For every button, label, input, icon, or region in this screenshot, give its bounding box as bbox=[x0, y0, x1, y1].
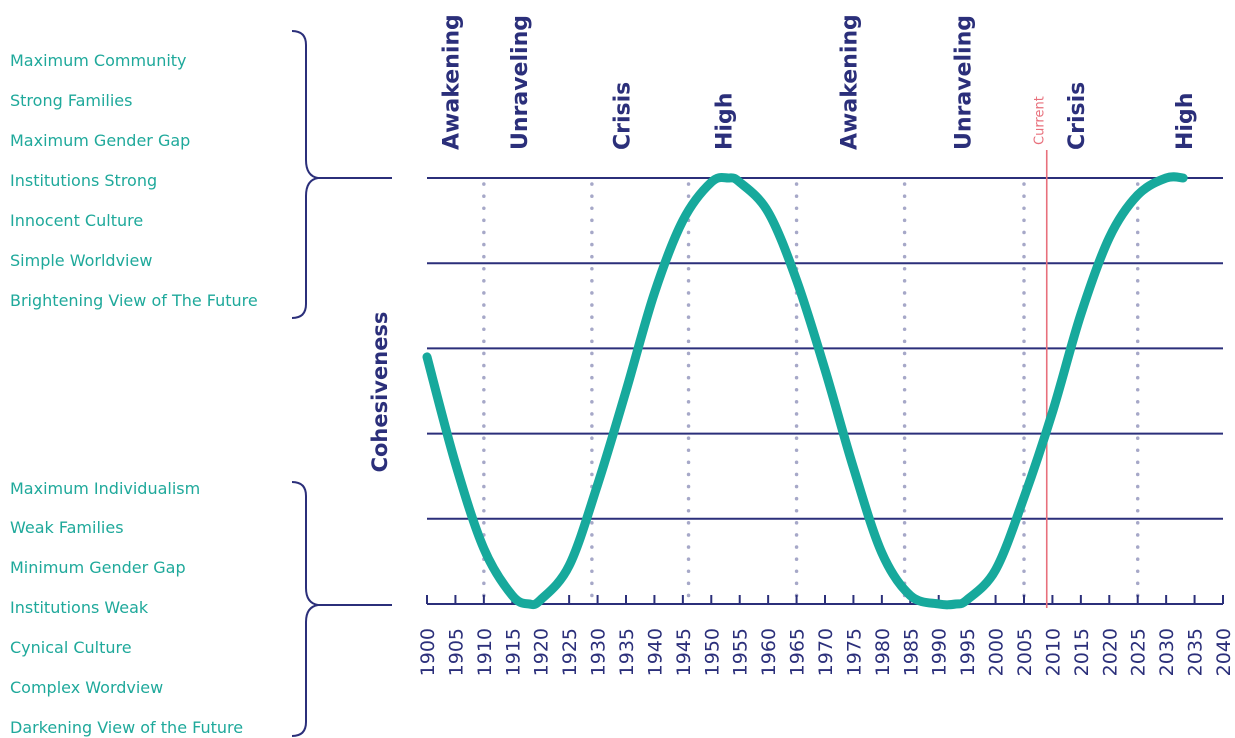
phase-label: High bbox=[1173, 93, 1198, 150]
x-tick-label: 2010 bbox=[1042, 628, 1064, 676]
x-tick-label: 2025 bbox=[1128, 628, 1150, 676]
lower-trait: Weak Families bbox=[10, 518, 124, 537]
phase-label: Unraveling bbox=[951, 15, 976, 150]
upper-trait: Strong Families bbox=[10, 91, 133, 110]
x-tick-label: 2035 bbox=[1185, 628, 1207, 676]
upper-trait: Maximum Gender Gap bbox=[10, 131, 191, 150]
x-tick-label: 2015 bbox=[1071, 628, 1093, 676]
x-tick-label: 1910 bbox=[474, 628, 496, 676]
x-tick-label: 2000 bbox=[986, 628, 1008, 676]
phase-label: Unraveling bbox=[508, 15, 533, 150]
x-tick-label: 1900 bbox=[417, 628, 439, 676]
phase-label: Awakening bbox=[838, 14, 863, 150]
phase-label: Crisis bbox=[1065, 82, 1090, 150]
x-tick-label: 1950 bbox=[701, 628, 723, 676]
x-tick-label: 2020 bbox=[1099, 628, 1121, 676]
x-tick-label: 1970 bbox=[815, 628, 837, 676]
x-tick-label: 2030 bbox=[1156, 628, 1178, 676]
x-tick-label: 1985 bbox=[900, 628, 922, 676]
upper-trait: Institutions Strong bbox=[10, 171, 158, 190]
y-axis-label: Cohesiveness bbox=[368, 312, 392, 473]
x-tick-label: 1935 bbox=[616, 628, 638, 676]
phase-label: High bbox=[713, 93, 738, 150]
x-tick-label: 1945 bbox=[673, 628, 695, 676]
lower-trait: Minimum Gender Gap bbox=[10, 558, 186, 577]
x-tick-label: 1955 bbox=[730, 628, 752, 676]
lower-trait: Darkening View of the Future bbox=[10, 718, 244, 737]
x-tick-label: 1975 bbox=[843, 628, 865, 676]
upper-trait: Maximum Community bbox=[10, 51, 187, 70]
x-tick-label: 1965 bbox=[787, 628, 809, 676]
x-tick-label: 1940 bbox=[644, 628, 666, 676]
phase-label: Awakening bbox=[440, 14, 465, 150]
phase-label: Crisis bbox=[610, 82, 635, 150]
x-tick-label: 1915 bbox=[502, 628, 524, 676]
x-tick-label: 1920 bbox=[531, 628, 553, 676]
x-tick-label: 1960 bbox=[758, 628, 780, 676]
lower-trait: Maximum Individualism bbox=[10, 479, 201, 498]
lower-trait: Institutions Weak bbox=[10, 598, 149, 617]
x-tick-label: 1925 bbox=[559, 628, 581, 676]
current-marker-label: Current bbox=[1033, 96, 1048, 145]
lower-trait: Complex Wordview bbox=[10, 678, 164, 697]
x-tick-label: 1995 bbox=[957, 628, 979, 676]
x-tick-label: 1905 bbox=[445, 628, 467, 676]
x-tick-label: 1980 bbox=[872, 628, 894, 676]
upper-trait: Brightening View of The Future bbox=[10, 291, 258, 310]
x-tick-label: 1990 bbox=[929, 628, 951, 676]
cohesiveness-curve bbox=[422, 172, 1188, 610]
trait-braces bbox=[291, 30, 392, 737]
lower-trait: Cynical Culture bbox=[10, 638, 132, 657]
upper-trait: Simple Worldview bbox=[10, 251, 153, 270]
upper-trait: Innocent Culture bbox=[10, 211, 144, 230]
x-tick-label: 2040 bbox=[1213, 628, 1235, 676]
x-tick-label: 1930 bbox=[588, 628, 610, 676]
x-tick-label: 2005 bbox=[1014, 628, 1036, 676]
